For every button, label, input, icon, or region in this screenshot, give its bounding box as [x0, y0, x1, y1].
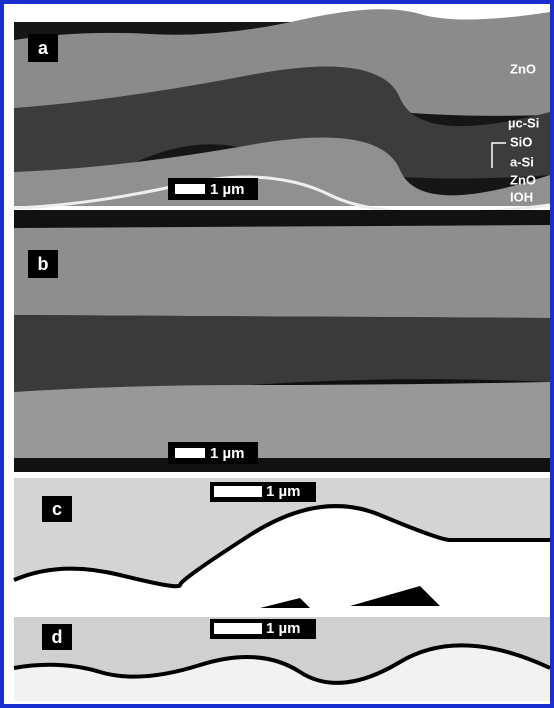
panel-label: d	[52, 627, 63, 647]
zno-top	[14, 225, 550, 318]
scale-label: 1 µm	[266, 620, 301, 637]
layer-label: µc-Si	[508, 115, 539, 130]
layer-label: ZnO	[510, 61, 536, 76]
scale-bar	[214, 486, 262, 497]
scale-bar	[214, 623, 262, 634]
scale-label: 1 µm	[266, 483, 301, 500]
panel-c: c 1 µm	[14, 478, 550, 614]
layer-label: SiO	[510, 134, 532, 149]
layer-label: IOH	[510, 189, 533, 204]
panel-label: b	[38, 254, 49, 274]
figure: a 1 µm ZnO µc-Si SiO a-Si ZnO IOH replic…	[0, 0, 554, 708]
scale-bar	[175, 448, 205, 458]
panel-d: d 1 µm	[14, 617, 550, 701]
zno-bottom	[14, 382, 550, 458]
layer-label: ZnO	[510, 172, 536, 187]
panel-label: c	[52, 499, 62, 519]
panel-label: a	[38, 38, 49, 58]
panel-b: b 1 µm	[14, 210, 550, 472]
panel-a: a 1 µm ZnO µc-Si SiO a-Si ZnO IOH replic…	[14, 9, 550, 221]
layer-label: a-Si	[510, 154, 534, 169]
scale-label: 1 µm	[210, 445, 245, 462]
scale-bar	[175, 184, 205, 194]
scale-label: 1 µm	[210, 181, 245, 198]
